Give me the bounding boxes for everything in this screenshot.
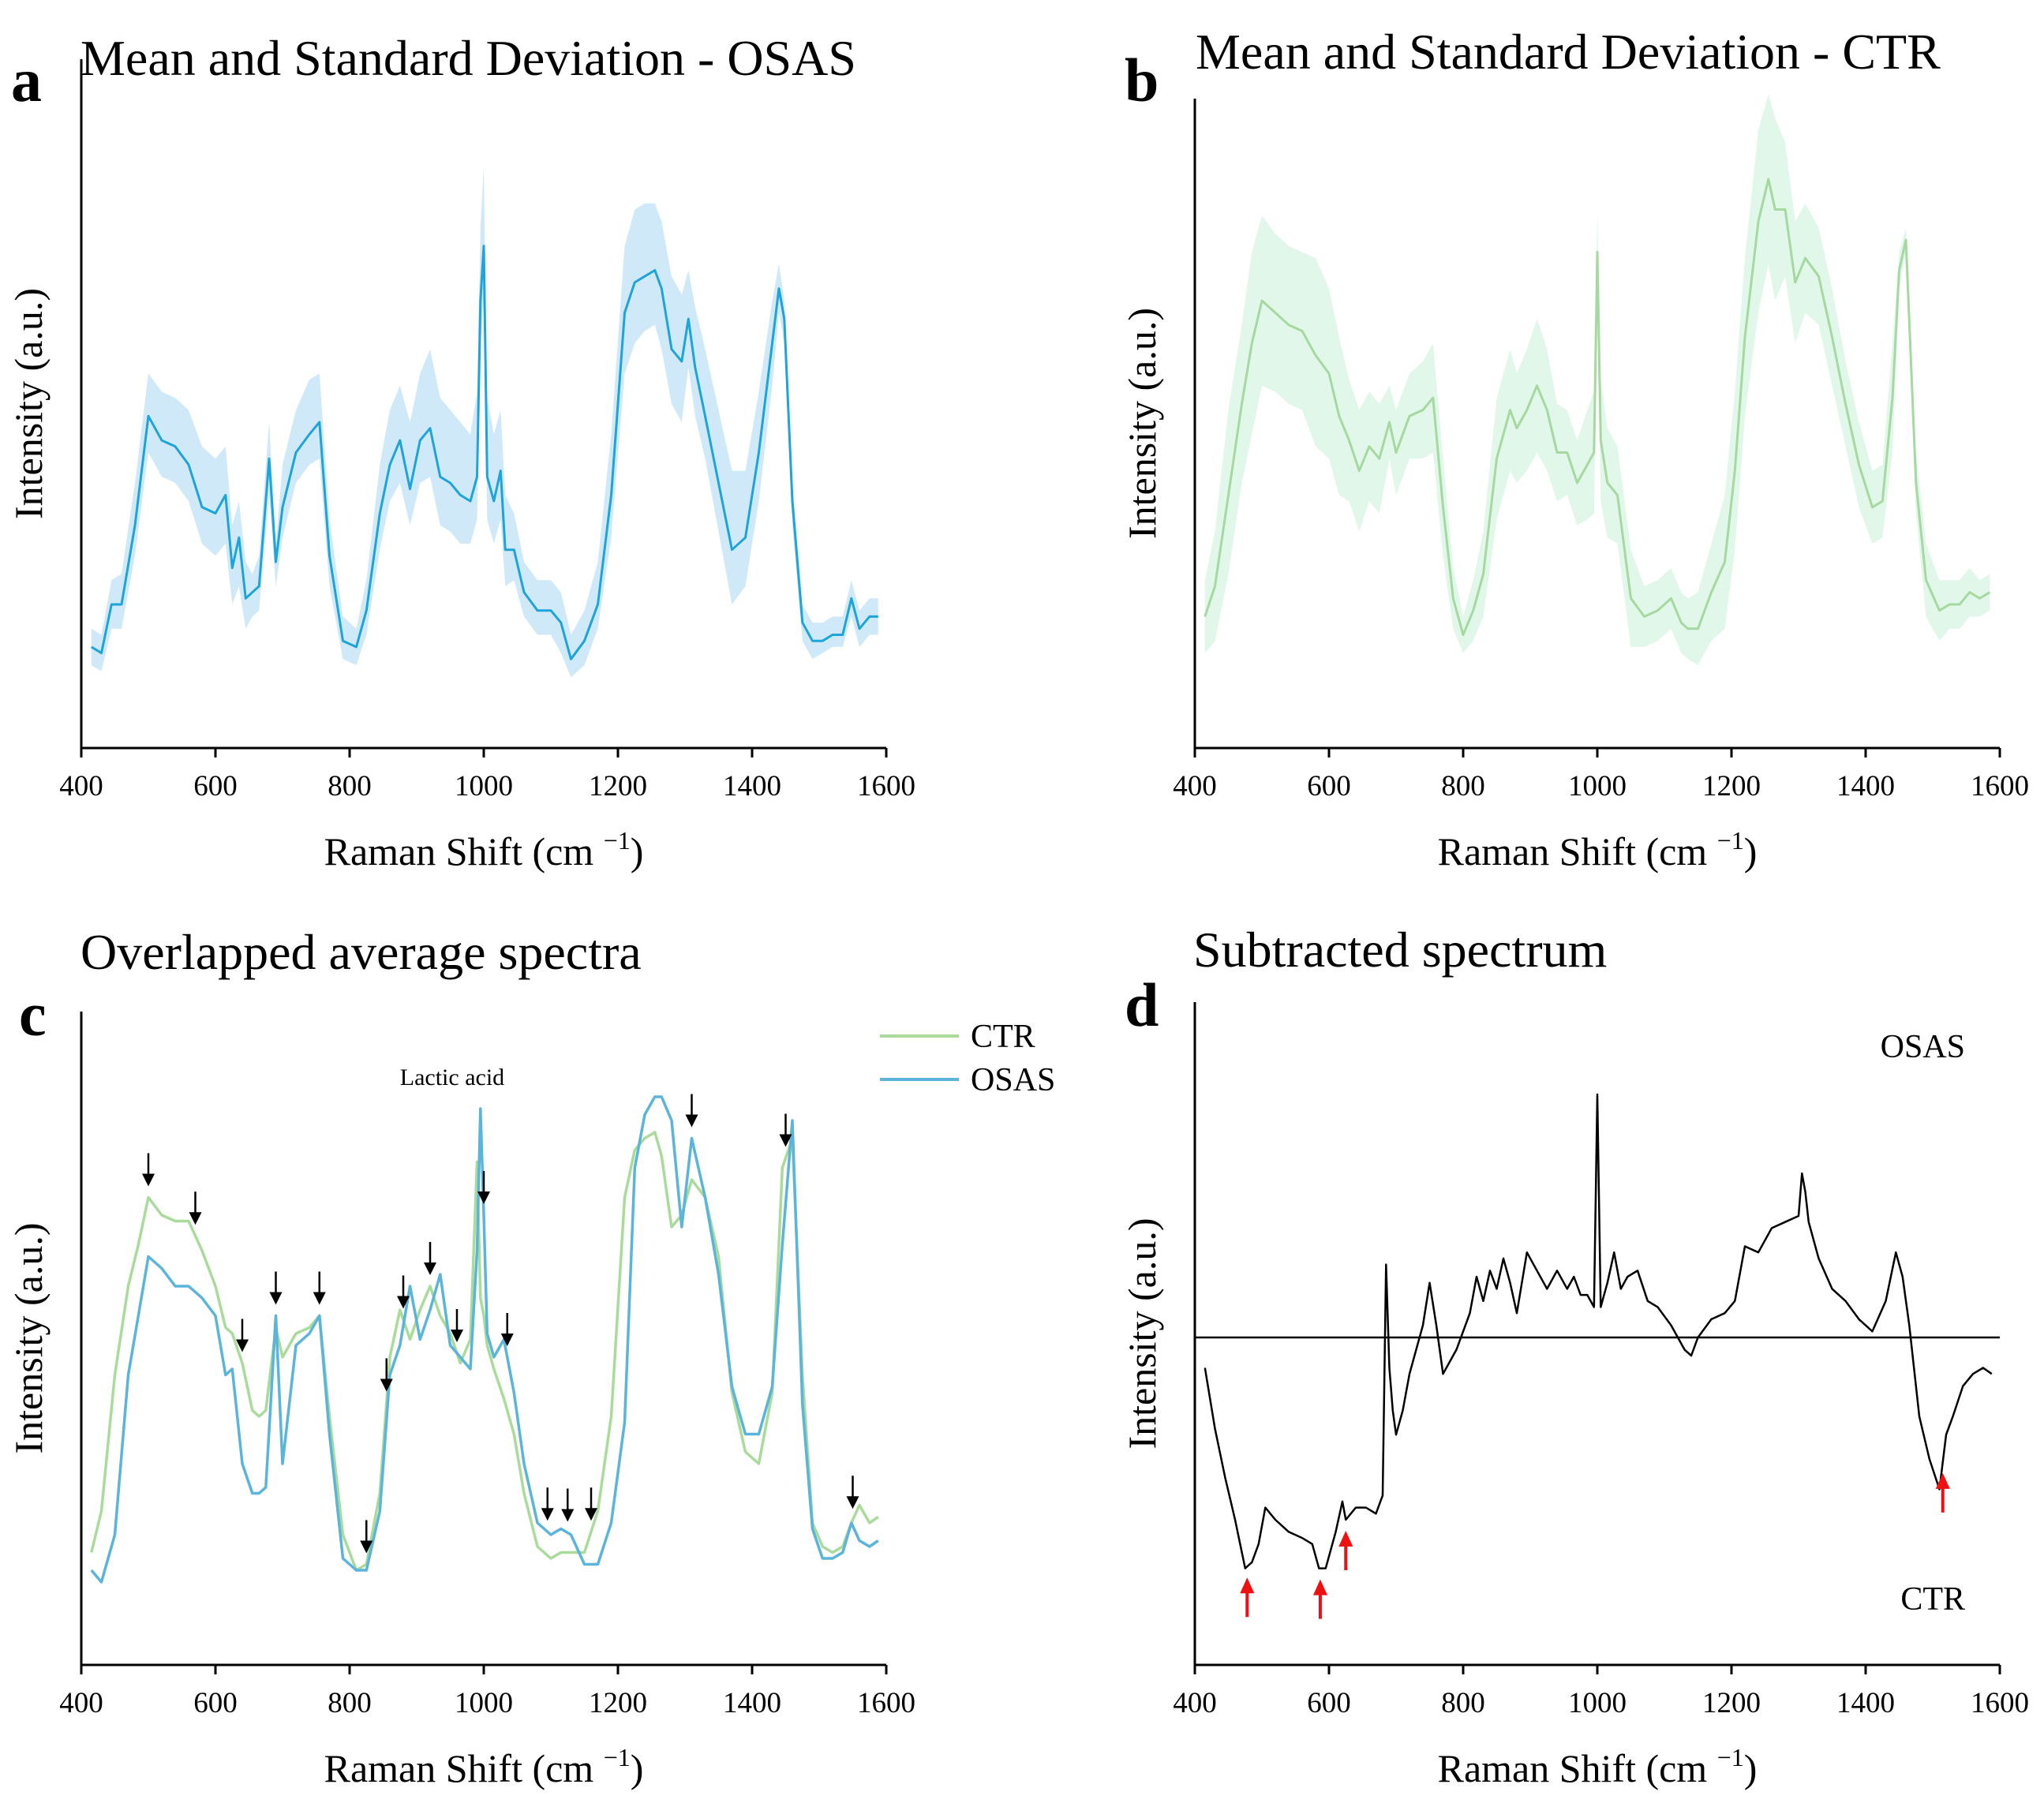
- arrow-head-c-1450: [779, 1134, 792, 1147]
- x-tick-label-d-800: 800: [1441, 1687, 1485, 1719]
- y-axis-label-c: Intensity (a.u.): [6, 1223, 51, 1454]
- panel-title-a: Mean and Standard Deviation - OSAS: [80, 30, 856, 86]
- red-arrow-head-d-625: [1338, 1531, 1353, 1547]
- chart-c: Lactic acid CTR OSAS 400 600 800 1000 1200 1400 1…: [6, 1012, 1055, 1790]
- arrow-head-c-1160: [585, 1508, 597, 1521]
- panel-letter-c: c: [19, 980, 47, 1049]
- x-tick-label-a-1400: 1400: [723, 770, 781, 802]
- arrow-head-c-1125: [561, 1509, 575, 1522]
- panel-title-b: Mean and Standard Deviation - CTR: [1196, 24, 1941, 80]
- std-band-a: [91, 166, 878, 678]
- arrow-head-c-1310: [685, 1114, 698, 1128]
- arrow-head-c-1035: [500, 1334, 514, 1346]
- mean-line-a: [91, 245, 878, 660]
- x-tick-label-b-600: 600: [1307, 770, 1351, 802]
- red-arrow-head-d-1515: [1935, 1472, 1950, 1489]
- x-tick-label-b-800: 800: [1441, 770, 1485, 802]
- arrow-head-c-1550: [846, 1496, 859, 1509]
- x-tick-label-a-600: 600: [193, 770, 238, 802]
- x-tick-label-d-1000: 1000: [1568, 1687, 1627, 1719]
- arrow-head-c-960: [451, 1330, 463, 1342]
- x-tick-label-a-1600: 1600: [857, 770, 915, 802]
- x-tick-label-d-1600: 1600: [1971, 1687, 2029, 1719]
- chart-a: 400 600 800 1000 1200 1400 1600 Raman Shift (cm…: [6, 59, 915, 873]
- x-tick-label-d-400: 400: [1173, 1687, 1217, 1719]
- arrow-head-c-570: [189, 1212, 202, 1225]
- x-tick-label-b-1600: 1600: [1971, 770, 2029, 802]
- x-tick-label-b-1400: 1400: [1836, 770, 1895, 802]
- arrow-head-c-920: [424, 1262, 436, 1275]
- x-tick-label-d-1200: 1200: [1702, 1687, 1761, 1719]
- legend-label-ctr: CTR: [971, 1019, 1035, 1055]
- arrow-head-c-855: [380, 1378, 393, 1392]
- x-tick-label-b-1000: 1000: [1568, 770, 1627, 802]
- y-axis-label-a: Intensity (a.u.): [6, 288, 51, 519]
- x-axis-label-a: Raman Shift (cm −1): [324, 826, 644, 873]
- arrow-head-c-1000: [477, 1191, 490, 1204]
- red-arrow-head-d-587: [1312, 1579, 1327, 1595]
- x-tick-label-a-1000: 1000: [455, 770, 513, 802]
- x-tick-label-a-800: 800: [328, 770, 372, 802]
- annotation-lactic-acid: Lactic acid: [400, 1064, 504, 1090]
- x-axis-label-c: Raman Shift (cm −1): [324, 1743, 644, 1790]
- arrow-head-c-880: [397, 1296, 410, 1309]
- x-tick-label-c-1200: 1200: [589, 1687, 647, 1719]
- x-tick-label-d-600: 600: [1307, 1687, 1351, 1719]
- x-tick-label-b-1200: 1200: [1702, 770, 1761, 802]
- x-tick-label-a-400: 400: [59, 770, 103, 802]
- label-osas-d: OSAS: [1881, 1029, 1965, 1065]
- arrow-head-c-1095: [541, 1508, 554, 1521]
- x-tick-label-b-400: 400: [1173, 770, 1217, 802]
- x-tick-label-c-800: 800: [328, 1687, 372, 1719]
- mean-line-b: [1204, 178, 1991, 636]
- arrow-head-c-825: [360, 1540, 373, 1554]
- arrow-head-c-755: [313, 1292, 326, 1305]
- std-band-b: [1204, 94, 1990, 665]
- y-axis-label-d: Intensity (a.u.): [1120, 1218, 1164, 1450]
- panel-title-d: Subtracted spectrum: [1193, 922, 1607, 978]
- x-axis-label-d: Raman Shift (cm −1): [1438, 1743, 1758, 1790]
- arrow-head-c-500: [142, 1173, 155, 1187]
- subtracted-line-d: [1204, 1093, 1993, 1569]
- panel-letter-b: b: [1125, 46, 1159, 114]
- panel-title-c: Overlapped average spectra: [80, 924, 642, 980]
- arrow-head-c-690: [269, 1292, 283, 1305]
- legend-label-osas: OSAS: [971, 1062, 1055, 1098]
- y-axis-label-b: Intensity (a.u.): [1120, 308, 1164, 539]
- panel-letter-a: a: [11, 46, 42, 114]
- arrow-head-c-640: [236, 1339, 249, 1352]
- line-osas-c: [90, 1095, 879, 1584]
- x-tick-label-c-1000: 1000: [455, 1687, 513, 1719]
- x-tick-label-c-400: 400: [59, 1687, 103, 1719]
- panel-letter-d: d: [1125, 971, 1159, 1039]
- chart-b: 400 600 800 1000 1200 1400 1600 Raman Shift (cm…: [1120, 94, 2029, 873]
- x-tick-label-c-1400: 1400: [723, 1687, 781, 1719]
- x-tick-label-d-1400: 1400: [1836, 1687, 1895, 1719]
- x-axis-label-b: Raman Shift (cm −1): [1438, 826, 1758, 873]
- x-tick-label-a-1200: 1200: [589, 770, 647, 802]
- label-ctr-d: CTR: [1900, 1581, 1965, 1618]
- red-arrow-head-d-478: [1240, 1577, 1255, 1594]
- chart-d: OSAS CTR 400 600 800 1000 1200 1400 1600 Raman Sh…: [1120, 1002, 2029, 1790]
- x-tick-label-c-600: 600: [193, 1687, 238, 1719]
- line-ctr-c: [90, 1131, 879, 1572]
- x-tick-label-c-1600: 1600: [857, 1687, 915, 1719]
